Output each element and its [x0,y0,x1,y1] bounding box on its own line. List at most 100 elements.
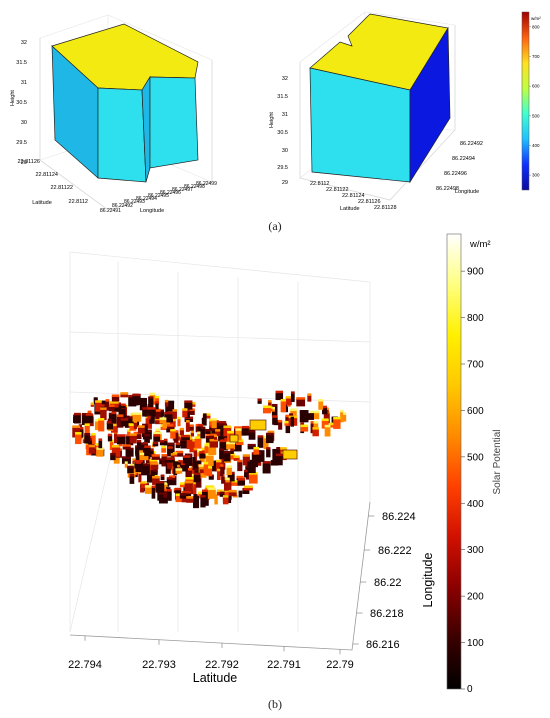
lon-tick: 86.22497 [172,187,193,193]
building-block [139,397,147,411]
colorbar-a-tick: 500 [532,113,540,118]
building-block [178,459,182,465]
colorbar-a-tick: 600 [532,84,540,89]
building-block [237,478,246,486]
lon-tick: 86.22492 [460,141,483,147]
building-block [116,434,126,445]
building-block [175,468,183,474]
building-block [202,413,211,419]
colorbar-b-tick: 0 [467,684,473,695]
grid-b [69,251,371,633]
building-block [192,481,197,495]
building-block [313,421,319,428]
building-block [257,398,262,404]
building-block [284,420,290,426]
building-block [165,400,175,414]
z-tick: 31.5 [16,60,27,66]
building-block [121,456,131,464]
building-block [276,447,281,459]
colorbar-a-tick: 300 [532,173,540,178]
building-block [142,423,148,437]
lon-tick: 86.22494 [452,156,475,162]
building-block [324,424,331,437]
building-block [124,461,128,468]
colorbar-b-unit: w/m² [469,239,491,250]
building-block [299,410,309,423]
building-block [193,447,198,462]
lat-tick: 22.8112 [69,199,88,205]
building-block [199,451,206,459]
building-block [194,436,202,449]
lon-tick: 86.22498 [184,184,205,190]
building-block [105,399,110,411]
building-block [177,416,181,427]
building-block [170,428,176,439]
lon-tick: 86.22496 [444,171,467,177]
chart-a-right: 32 31.5 31 30.5 30 29.5 29 Height 22.811… [269,11,483,212]
building-block [211,418,217,429]
building-block [278,419,283,430]
building-block [111,394,120,402]
building-block [290,391,295,402]
building-block [139,452,149,461]
building-block [107,433,113,442]
building-block [106,421,114,430]
lat-tick: 22.81126 [17,159,40,165]
building-block [129,473,135,484]
lon-tick: 86.222 [378,545,412,557]
building-block [183,455,191,464]
building-block [158,409,164,420]
building-block [189,424,194,431]
lat-tick: 22.81124 [35,172,58,178]
building-block [175,450,184,457]
z-tick: 31 [21,80,27,86]
building-block [257,435,264,448]
building-block [96,447,104,457]
building-block [84,433,91,444]
lat-tick: 22.8112 [310,181,329,187]
colorbar-b-tick: 400 [467,499,484,510]
colorbar-b-tick: 300 [467,545,484,556]
building-block [84,423,90,437]
building-block [248,472,258,484]
lat-axis-label: Latitude [340,206,360,212]
building-block [119,403,126,409]
building-block [296,397,306,407]
building-block [199,466,206,474]
building-block [247,461,256,474]
building-block [127,465,134,474]
building-block [166,477,173,484]
z-tick: 31 [282,112,288,118]
caption-b: (b) [268,697,282,711]
z-tick: 30.5 [277,130,288,136]
building-block [98,438,103,449]
colorbar-b-label: Solar Potential [492,429,503,494]
building-block [141,463,150,476]
building-block [186,496,194,503]
z-axis-label: Height [269,112,275,128]
building-block [333,416,341,429]
building-block [216,468,221,481]
lat-tick: 22.794 [68,659,102,671]
building-block [197,423,204,432]
building-block [243,485,253,491]
building-block [167,489,172,501]
z-axis-label: Height [10,90,16,106]
building-block [185,468,192,478]
building-block [204,443,210,454]
building-block [266,432,274,444]
building-block [215,459,222,472]
building-block [173,462,178,476]
building-block [185,420,190,432]
building-block [275,453,283,466]
building-block [100,407,107,421]
lat-tick: 22.79 [326,659,354,671]
lat-tick: 22.793 [142,659,176,671]
lon-tick: 86.22495 [148,193,169,199]
building-block [209,438,218,448]
building-block [127,429,131,436]
colorbar-a: w/m² 800 700 600 500 400 300 [521,11,541,191]
building-block [129,464,139,474]
building-block [190,430,195,437]
building-block [128,394,137,407]
